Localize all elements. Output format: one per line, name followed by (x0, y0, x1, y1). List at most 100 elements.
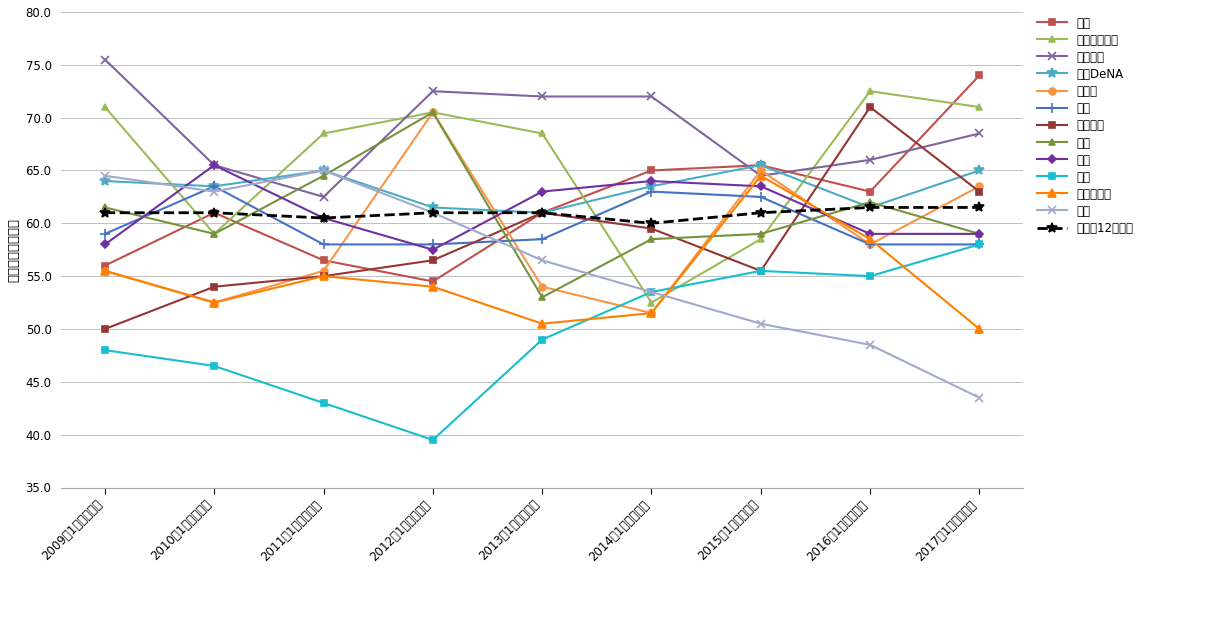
阪神 (644, 236, 659, 243)
西武 (754, 267, 769, 274)
楽天 (535, 236, 549, 243)
阪神 (97, 204, 112, 211)
ロッテ (644, 309, 659, 317)
Line: 広島: 広島 (101, 72, 983, 285)
西武 (972, 241, 987, 248)
楽天 (972, 241, 987, 248)
ヤクルト (754, 267, 769, 274)
オリックス (317, 272, 331, 280)
ヤクルト (317, 272, 331, 280)
ロッテ (972, 182, 987, 190)
日本ハム (535, 92, 549, 100)
楽天 (754, 193, 769, 201)
オリックス (535, 320, 549, 328)
日本ハム (972, 130, 987, 138)
ヤクルト (972, 188, 987, 196)
全体（12球団） (972, 204, 987, 211)
全体（12球団） (97, 209, 112, 216)
中日 (972, 394, 987, 401)
西武 (207, 362, 222, 370)
ヤクルト (425, 256, 440, 264)
日本ハム (862, 156, 877, 164)
阪神 (535, 294, 549, 301)
Legend: 広島, ソフトバンク, 日本ハム, 横浜DeNA, ロッテ, 楽天, ヤクルト, 阪神, 巨人, 西武, オリックス, 中日, 全体（12球団）: 広島, ソフトバンク, 日本ハム, 横浜DeNA, ロッテ, 楽天, ヤクルト,… (1033, 12, 1138, 240)
オリックス (425, 283, 440, 291)
日本ハム (207, 161, 222, 169)
阪神 (754, 230, 769, 238)
日本ハム (754, 172, 769, 179)
ロッテ (207, 299, 222, 306)
中日 (317, 167, 331, 174)
阪神 (317, 172, 331, 179)
巨人 (317, 214, 331, 222)
Line: 巨人: 巨人 (102, 162, 982, 252)
楽天 (317, 241, 331, 248)
広島 (207, 209, 222, 216)
ヤクルト (207, 283, 222, 291)
中日 (862, 341, 877, 349)
巨人 (862, 230, 877, 238)
阪神 (425, 109, 440, 116)
巨人 (972, 230, 987, 238)
ロッテ (535, 283, 549, 291)
阪神 (207, 230, 222, 238)
巨人 (207, 161, 222, 169)
西武 (317, 399, 331, 407)
西武 (97, 346, 112, 354)
ソフトバンク (754, 236, 769, 243)
ロッテ (425, 109, 440, 116)
オリックス (754, 172, 769, 179)
Line: 中日: 中日 (101, 166, 984, 402)
オリックス (862, 236, 877, 243)
巨人 (754, 182, 769, 190)
Line: 日本ハム: 日本ハム (101, 56, 984, 201)
広島 (754, 161, 769, 169)
日本ハム (317, 193, 331, 201)
横浜DeNA (97, 177, 112, 185)
広島 (425, 278, 440, 285)
Y-axis label: 総合満足度スコア: 総合満足度スコア (7, 217, 19, 282)
西武 (535, 336, 549, 343)
広島 (317, 256, 331, 264)
Line: ロッテ: ロッテ (101, 109, 983, 317)
阪神 (862, 198, 877, 206)
広島 (862, 188, 877, 196)
ソフトバンク (972, 103, 987, 111)
日本ハム (644, 92, 659, 100)
日本ハム (97, 56, 112, 63)
Line: ソフトバンク: ソフトバンク (101, 88, 983, 306)
横浜DeNA (207, 182, 222, 190)
全体（12球団） (862, 204, 877, 211)
横浜DeNA (317, 167, 331, 174)
楽天 (425, 241, 440, 248)
ソフトバンク (535, 130, 549, 138)
中日 (754, 320, 769, 328)
Line: 横浜DeNA: 横浜DeNA (100, 161, 984, 217)
日本ハム (425, 88, 440, 95)
西武 (862, 272, 877, 280)
中日 (535, 256, 549, 264)
オリックス (972, 325, 987, 332)
Line: 阪神: 阪神 (101, 109, 983, 301)
全体（12球団） (207, 209, 222, 216)
広島 (972, 72, 987, 79)
広島 (535, 209, 549, 216)
巨人 (425, 246, 440, 254)
ロッテ (754, 167, 769, 174)
Line: オリックス: オリックス (101, 172, 984, 333)
Line: ヤクルト: ヤクルト (102, 104, 982, 332)
オリックス (644, 309, 659, 317)
ソフトバンク (425, 109, 440, 116)
横浜DeNA (644, 182, 659, 190)
Line: 西武: 西武 (101, 241, 983, 443)
全体（12球団） (644, 219, 659, 227)
全体（12球団） (317, 214, 331, 222)
楽天 (97, 230, 112, 238)
ヤクルト (97, 325, 112, 332)
中日 (207, 188, 222, 196)
ソフトバンク (644, 299, 659, 306)
ヤクルト (644, 225, 659, 232)
横浜DeNA (425, 204, 440, 211)
Line: 楽天: 楽天 (100, 181, 984, 249)
オリックス (207, 299, 222, 306)
